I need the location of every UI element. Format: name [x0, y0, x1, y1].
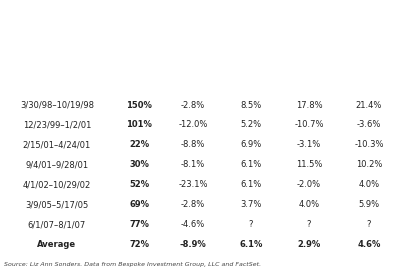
Text: Market Performance After High-Yield Spread Spikes: Market Performance After High-Yield Spre…	[38, 11, 362, 21]
Text: -4.6%: -4.6%	[181, 220, 205, 229]
Text: 6.1%: 6.1%	[240, 160, 262, 169]
Text: -10.7%: -10.7%	[294, 120, 324, 130]
Text: -3.1%: -3.1%	[297, 140, 321, 149]
Text: 12/23/99–1/2/01: 12/23/99–1/2/01	[23, 120, 91, 130]
Text: 2.9%: 2.9%	[297, 240, 321, 249]
Text: 6/1/07–8/1/07: 6/1/07–8/1/07	[28, 220, 86, 229]
Text: 4/1/02–10/29/02: 4/1/02–10/29/02	[23, 180, 91, 189]
Text: 22%: 22%	[129, 140, 149, 149]
Text: One
Month: One Month	[237, 65, 265, 84]
Text: 6.1%: 6.1%	[239, 240, 263, 249]
Text: 77%: 77%	[129, 220, 149, 229]
Text: Source: Liz Ann Sonders. Data from Bespoke Investment Group, LLC and FactSet.: Source: Liz Ann Sonders. Data from Bespo…	[4, 262, 261, 267]
Text: 52%: 52%	[129, 180, 149, 189]
Text: 4.6%: 4.6%	[357, 240, 381, 249]
Text: -8.8%: -8.8%	[181, 140, 205, 149]
Text: 4.0%: 4.0%	[298, 200, 320, 209]
Text: -2.8%: -2.8%	[181, 200, 205, 209]
Text: -3.6%: -3.6%	[357, 120, 381, 130]
Text: Percent
Increase
in Spread: Percent Increase in Spread	[118, 48, 160, 78]
Text: ?: ?	[249, 220, 253, 229]
Text: -8.9%: -8.9%	[180, 240, 206, 249]
Text: 4.0%: 4.0%	[358, 180, 380, 189]
Text: Average: Average	[38, 240, 76, 249]
Text: Six
Months: Six Months	[353, 65, 385, 84]
Text: -10.3%: -10.3%	[354, 140, 384, 149]
Text: S&P 500 Change After ...: S&P 500 Change After ...	[258, 38, 364, 47]
Text: 10.2%: 10.2%	[356, 160, 382, 169]
Text: 5.2%: 5.2%	[240, 120, 262, 130]
Text: 17.8%: 17.8%	[296, 101, 322, 109]
Text: -12.0%: -12.0%	[178, 120, 208, 130]
Text: Three
Months: Three Months	[293, 65, 325, 84]
Text: 21.4%: 21.4%	[356, 101, 382, 109]
Text: 11.5%: 11.5%	[296, 160, 322, 169]
Text: Duration of Spike in
High-Yield Spreads: Duration of Spike in High-Yield Spreads	[14, 54, 100, 73]
Text: 72%: 72%	[129, 240, 149, 249]
Text: 3.7%: 3.7%	[240, 200, 262, 209]
Text: -2.8%: -2.8%	[181, 101, 205, 109]
Text: 30%: 30%	[129, 160, 149, 169]
Text: 150%: 150%	[126, 101, 152, 109]
Text: 5.9%: 5.9%	[358, 200, 380, 209]
Text: 3/9/05–5/17/05: 3/9/05–5/17/05	[25, 200, 89, 209]
Text: 2/15/01–4/24/01: 2/15/01–4/24/01	[23, 140, 91, 149]
Text: 8.5%: 8.5%	[240, 101, 262, 109]
Text: 69%: 69%	[129, 200, 149, 209]
Text: -8.1%: -8.1%	[181, 160, 205, 169]
Text: 6.1%: 6.1%	[240, 180, 262, 189]
Text: ?: ?	[367, 220, 371, 229]
Text: ?: ?	[307, 220, 311, 229]
Text: S&P 500
Change
During
Spike: S&P 500 Change During Spike	[175, 43, 211, 84]
Text: 6.9%: 6.9%	[240, 140, 262, 149]
Text: -23.1%: -23.1%	[178, 180, 208, 189]
Text: 9/4/01–9/28/01: 9/4/01–9/28/01	[26, 160, 88, 169]
Text: -2.0%: -2.0%	[297, 180, 321, 189]
Text: 3/30/98–10/19/98: 3/30/98–10/19/98	[20, 101, 94, 109]
Text: 101%: 101%	[126, 120, 152, 130]
